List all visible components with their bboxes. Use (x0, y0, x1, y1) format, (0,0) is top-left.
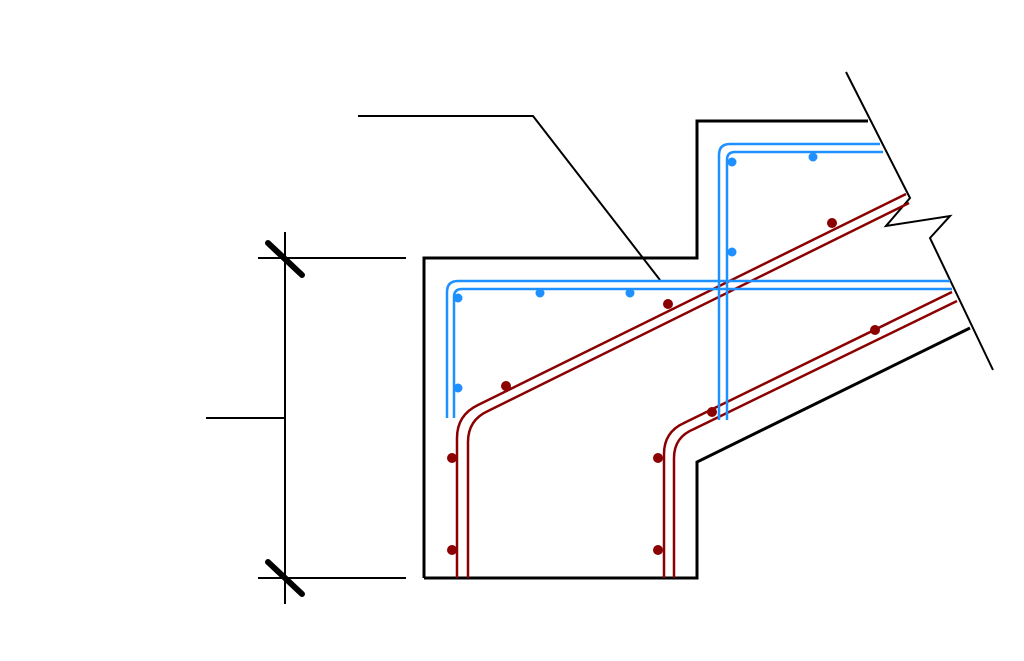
blue-bar-lower-inner (452, 287, 952, 418)
slab-outline-upper (422, 119, 868, 578)
blue-bar-upper-inner (725, 150, 883, 420)
red-bar-dot (447, 453, 457, 463)
dimension-tick-bottom (265, 559, 305, 597)
blue-bar-dot (625, 288, 635, 298)
red-bar-right-inner (672, 299, 958, 578)
red-bar-dot (501, 381, 511, 391)
blue-bar-lower-outer (445, 279, 950, 418)
vertical-dimension-line (206, 232, 406, 604)
red-bar-dot (870, 325, 880, 335)
dimension-tick-top (265, 240, 305, 278)
concrete-outline (422, 119, 971, 580)
blue-bar-dot (453, 383, 463, 393)
top-reinforcement (445, 142, 952, 420)
break-lines (845, 71, 994, 371)
callout-leader-line (358, 115, 661, 281)
blue-bar-dot (727, 247, 737, 257)
red-bar-dot (827, 218, 837, 228)
blue-bar-dot (535, 288, 545, 298)
bottom-reinforcement (447, 192, 958, 578)
red-bar-left-inner (466, 201, 910, 578)
red-bar-right-outer (662, 290, 953, 578)
red-bar-dot (653, 453, 663, 463)
slab-outline-lower (424, 326, 971, 580)
red-bar-dot (663, 299, 673, 309)
blue-bar-dot (453, 293, 463, 303)
red-bar-left-outer (455, 192, 907, 578)
red-bar-dot (447, 545, 457, 555)
blue-bar-upper-outer (717, 142, 880, 420)
blue-bar-dot (727, 157, 737, 167)
blue-bar-dot (808, 152, 818, 162)
break-line-upper (845, 71, 994, 371)
red-bar-dot (653, 545, 663, 555)
red-bar-dot (707, 407, 717, 417)
